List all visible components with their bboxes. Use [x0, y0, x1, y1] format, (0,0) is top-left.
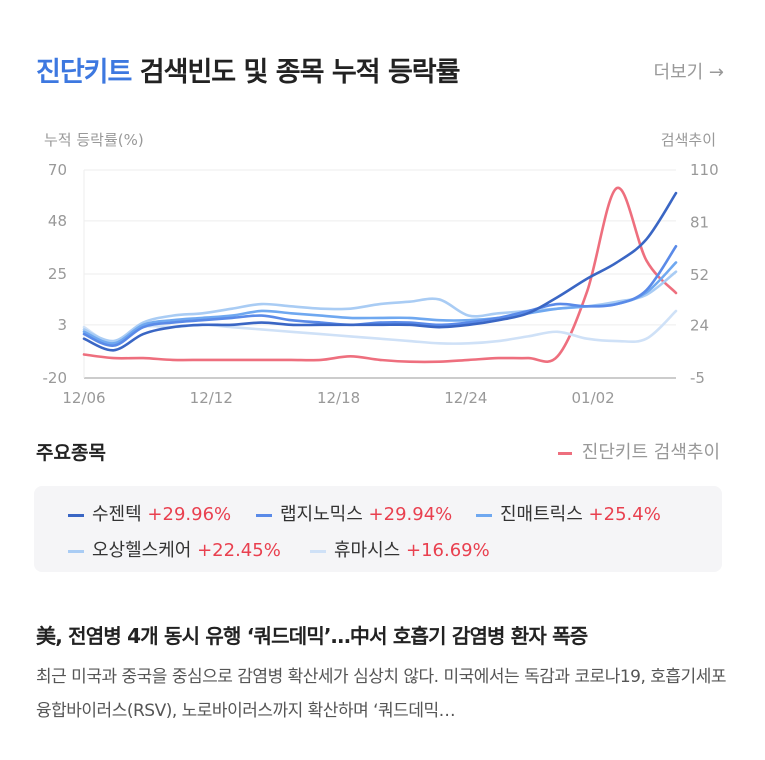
stock-change: +22.45%	[197, 540, 281, 561]
series-line-수젠텍	[82, 191, 678, 352]
y-left-tick: -20	[43, 369, 68, 387]
stock-change: +29.96%	[147, 504, 232, 525]
x-tick: 12/18	[317, 389, 360, 407]
x-tick: 12/06	[62, 389, 105, 407]
news-summary[interactable]: 최근 미국과 중국을 중심으로 감염병 확산세가 심상치 않다. 미국에서는 독…	[36, 667, 726, 721]
legend-dash	[476, 513, 492, 517]
series-line-진단키트 검색추이	[82, 186, 678, 364]
stock-change: +29.94%	[368, 504, 453, 525]
y-left-tick: 48	[48, 212, 67, 230]
y-right-tick: -5	[690, 369, 705, 387]
stock-list: 수젠텍 +29.96% 랩지노믹스 +29.94% 진매트릭스 +25.4% 오…	[34, 486, 722, 572]
stock-item-0[interactable]: 수젠텍 +29.96%	[68, 500, 231, 526]
search-legend-label: 진단키트 검색추이	[581, 442, 720, 463]
stock-item-4[interactable]: 휴마시스 +16.69%	[310, 536, 490, 562]
y-right-tick: 110	[690, 161, 719, 179]
series-line-랩지노믹스	[82, 244, 678, 347]
page-title: 진단키트 검색빈도 및 종목 누적 등락률	[36, 50, 461, 89]
stock-name: 오상헬스케어	[92, 540, 192, 561]
stock-item-1[interactable]: 랩지노믹스 +29.94%	[256, 500, 452, 526]
legend-dash	[68, 513, 84, 517]
legend-dash	[310, 549, 326, 553]
x-tick: 12/12	[190, 389, 233, 407]
stock-name: 수젠텍	[92, 504, 142, 525]
legend-dash	[256, 513, 272, 517]
stocks-title: 주요종목	[36, 442, 106, 464]
y-left-tick: 25	[48, 265, 67, 283]
y-left-tick: 70	[48, 161, 67, 179]
x-tick: 01/02	[572, 389, 615, 407]
stock-item-2[interactable]: 진매트릭스 +25.4%	[476, 500, 661, 526]
y-right-tick: 24	[690, 317, 709, 335]
title-accent: 진단키트	[36, 57, 132, 88]
stock-name: 랩지노믹스	[280, 504, 363, 525]
y-left-axis-label: 누적 등락률(%)	[44, 131, 144, 149]
line-chart: 누적 등락률(%) 검색추이 70 48 25 3 -20 110 81 52 24 -5 12…	[43, 131, 719, 407]
stock-item-3[interactable]: 오상헬스케어 +22.45%	[68, 536, 281, 562]
stock-change: +25.4%	[588, 504, 661, 525]
stock-name: 진매트릭스	[500, 504, 583, 525]
news-headline[interactable]: 美, 전염병 4개 동시 유행 ‘쿼드데믹’…中서 호흡기 감염병 환자 폭증	[36, 624, 588, 648]
legend-dash	[68, 549, 84, 553]
y-right-axis-label: 검색추이	[661, 131, 716, 149]
header: 진단키트 검색빈도 및 종목 누적 등락률 더보기 →	[36, 44, 726, 94]
stock-name: 휴마시스	[334, 540, 401, 561]
more-link[interactable]: 더보기 →	[653, 62, 724, 83]
stock-change: +16.69%	[405, 540, 490, 561]
stocks-header: 주요종목 진단키트 검색추이	[36, 436, 720, 466]
title-rest: 검색빈도 및 종목 누적 등락률	[139, 57, 461, 88]
y-left-tick: 3	[57, 316, 67, 334]
y-right-tick: 52	[690, 266, 709, 284]
x-tick: 12/24	[444, 389, 487, 407]
y-right-tick: 81	[690, 213, 709, 231]
legend-dash-search	[557, 451, 572, 455]
search-trend-legend: 진단키트 검색추이	[557, 438, 720, 464]
